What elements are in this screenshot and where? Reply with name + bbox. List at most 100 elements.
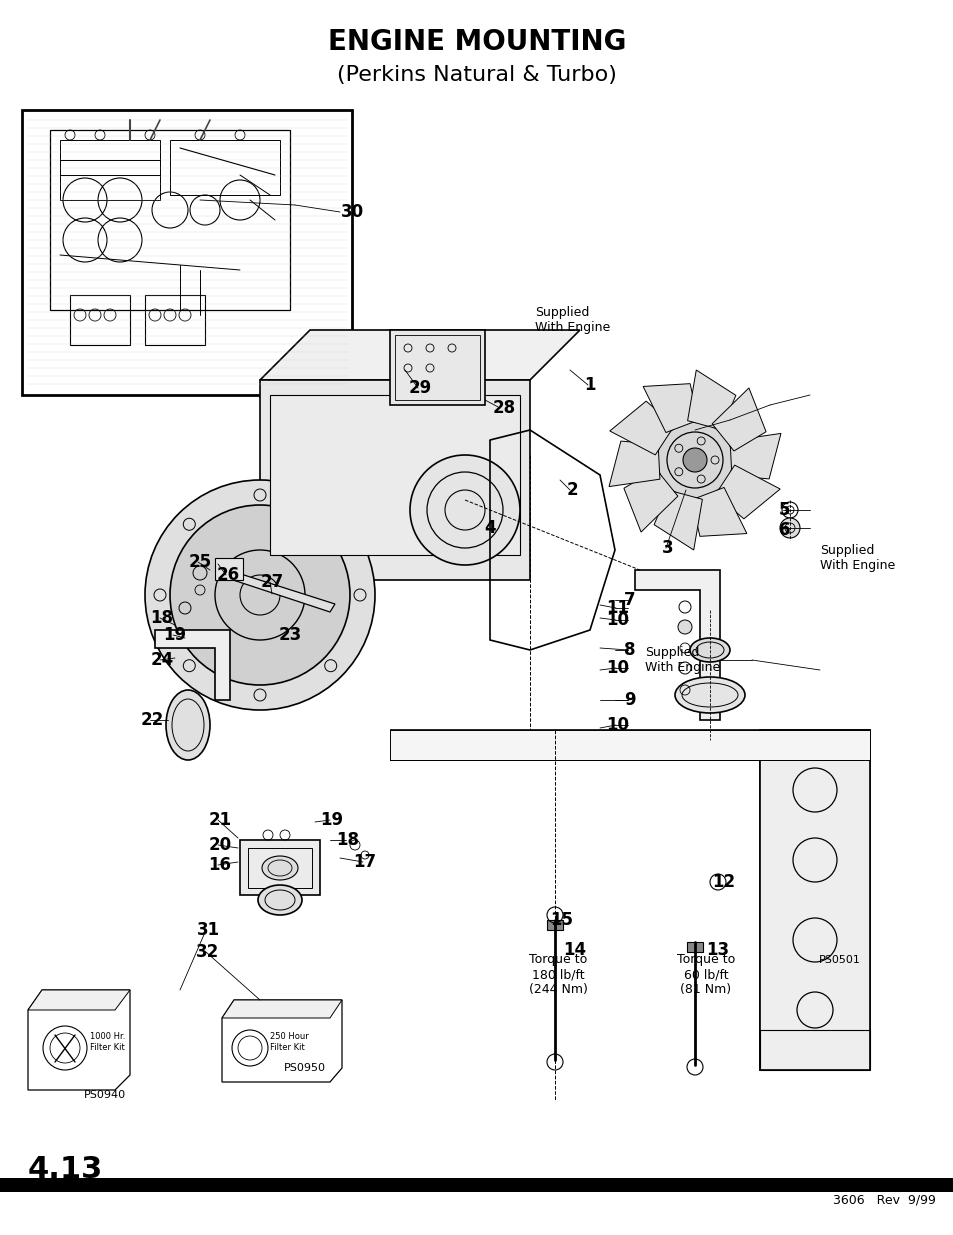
Text: 7: 7 (623, 592, 635, 609)
Circle shape (780, 517, 800, 538)
Text: 10: 10 (606, 659, 629, 677)
Text: 1000 Hr.
Filter Kit: 1000 Hr. Filter Kit (90, 1032, 125, 1052)
Bar (70, 295, 130, 345)
Text: 14: 14 (563, 941, 586, 960)
Bar (170, 140, 280, 195)
Text: (Perkins Natural & Turbo): (Perkins Natural & Turbo) (336, 65, 617, 85)
Text: 19: 19 (163, 626, 187, 643)
Text: 11: 11 (606, 599, 629, 618)
Polygon shape (154, 630, 230, 700)
Bar (390, 330, 484, 405)
Text: 10: 10 (606, 716, 629, 734)
Circle shape (678, 620, 691, 634)
Polygon shape (687, 370, 735, 430)
Text: 31: 31 (196, 921, 219, 939)
Text: 12: 12 (712, 873, 735, 890)
Bar (270, 395, 519, 555)
Text: 17: 17 (353, 853, 376, 871)
Text: 32: 32 (196, 944, 219, 961)
Ellipse shape (166, 690, 210, 760)
Bar (145, 295, 205, 345)
Circle shape (145, 480, 375, 710)
Text: 30: 30 (340, 203, 363, 221)
Ellipse shape (689, 638, 729, 662)
Circle shape (410, 454, 519, 564)
Bar (686, 942, 702, 952)
Bar (390, 730, 869, 760)
Polygon shape (257, 395, 339, 540)
Polygon shape (28, 990, 130, 1010)
Text: 28: 28 (492, 399, 515, 417)
Bar (214, 558, 243, 580)
Circle shape (682, 448, 706, 472)
Text: 10: 10 (606, 611, 629, 629)
Text: 16: 16 (209, 856, 232, 874)
Bar (546, 920, 562, 930)
Text: 25: 25 (189, 553, 212, 571)
Bar (0, 1178, 953, 1192)
Bar (395, 335, 479, 400)
Polygon shape (28, 990, 130, 1091)
Bar (760, 730, 869, 1070)
Ellipse shape (257, 885, 302, 915)
Text: 4: 4 (484, 519, 496, 537)
Polygon shape (218, 568, 335, 613)
Polygon shape (715, 466, 780, 519)
Circle shape (657, 422, 732, 498)
Text: Torque to
60 lb/ft
(81 Nm): Torque to 60 lb/ft (81 Nm) (677, 953, 735, 997)
Polygon shape (260, 330, 579, 380)
Polygon shape (642, 384, 698, 432)
Text: 3606   Rev  9/99: 3606 Rev 9/99 (832, 1193, 935, 1207)
Text: PS0950: PS0950 (284, 1063, 326, 1073)
Polygon shape (691, 488, 746, 536)
Text: 27: 27 (260, 573, 283, 592)
Bar (240, 840, 319, 895)
Polygon shape (222, 1000, 341, 1082)
Polygon shape (222, 1000, 341, 1018)
Text: 21: 21 (208, 811, 232, 829)
Polygon shape (635, 571, 720, 720)
Text: 8: 8 (623, 641, 635, 659)
Text: 1: 1 (583, 375, 595, 394)
Text: 22: 22 (140, 711, 164, 729)
Text: 18: 18 (151, 609, 173, 627)
Circle shape (170, 505, 350, 685)
Text: PS0501: PS0501 (819, 955, 860, 965)
Polygon shape (729, 433, 781, 479)
Text: 5: 5 (779, 501, 790, 519)
Text: 13: 13 (706, 941, 729, 960)
Text: Supplied
With Engine: Supplied With Engine (820, 543, 894, 572)
Text: PS0940: PS0940 (84, 1091, 126, 1100)
Text: ENGINE MOUNTING: ENGINE MOUNTING (328, 28, 625, 56)
Ellipse shape (262, 856, 297, 881)
Text: 23: 23 (278, 626, 301, 643)
Text: 18: 18 (336, 831, 359, 848)
Text: 9: 9 (623, 692, 635, 709)
Bar (248, 848, 312, 888)
Text: Supplied
With Engine: Supplied With Engine (644, 646, 720, 674)
Text: 15: 15 (550, 911, 573, 929)
Text: Torque to
180 lb/ft
(244 Nm): Torque to 180 lb/ft (244 Nm) (528, 953, 587, 997)
Polygon shape (711, 388, 765, 451)
Text: 29: 29 (408, 379, 431, 396)
Polygon shape (609, 401, 674, 454)
Bar (60, 140, 160, 200)
Bar (760, 1030, 869, 1070)
Text: 20: 20 (208, 836, 232, 853)
Ellipse shape (675, 677, 744, 713)
Text: 2: 2 (565, 480, 578, 499)
Text: 6: 6 (779, 521, 790, 538)
Bar (22, 110, 352, 395)
Polygon shape (623, 469, 678, 532)
Text: 24: 24 (151, 651, 173, 669)
Polygon shape (654, 490, 701, 550)
Bar (260, 380, 530, 580)
Text: 250 Hour
Filter Kit: 250 Hour Filter Kit (270, 1032, 309, 1052)
Text: 3: 3 (661, 538, 673, 557)
Polygon shape (608, 441, 659, 487)
Bar (50, 130, 290, 310)
Text: 4.13: 4.13 (28, 1156, 103, 1184)
Text: Supplied
With Engine: Supplied With Engine (535, 306, 610, 333)
Text: 26: 26 (216, 566, 239, 584)
Text: 19: 19 (320, 811, 343, 829)
